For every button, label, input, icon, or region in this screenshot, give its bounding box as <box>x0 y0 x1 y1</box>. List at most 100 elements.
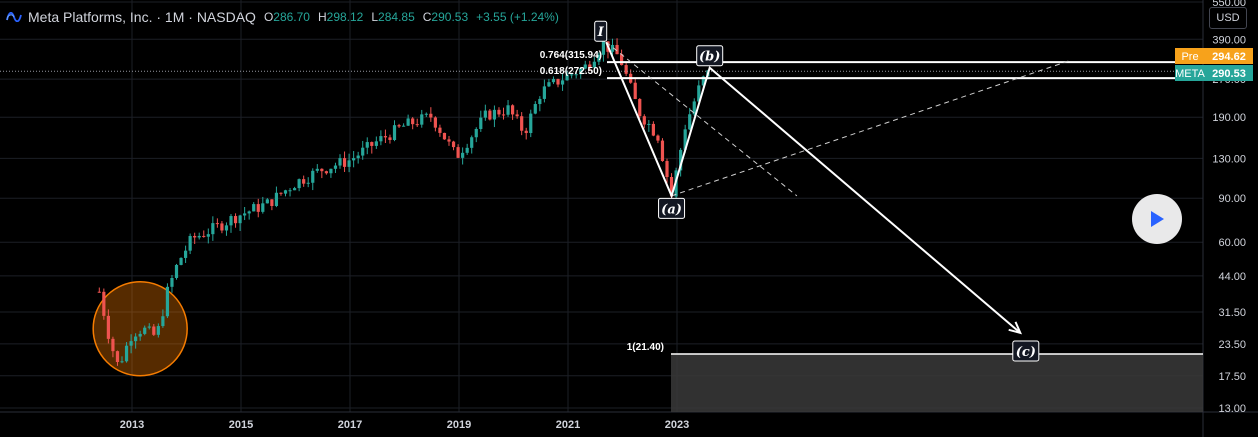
candle-body-14 <box>161 316 165 327</box>
candle-body-2 <box>106 315 110 339</box>
candle-body-41 <box>283 190 288 194</box>
candle-body-87 <box>492 109 497 120</box>
candle-body-51 <box>329 168 333 174</box>
currency-button[interactable]: USD <box>1209 7 1247 29</box>
y-tick-label-4: 130.00 <box>1212 153 1246 165</box>
y-tick-label-6: 60.00 <box>1218 237 1246 249</box>
candle-body-29 <box>229 216 233 226</box>
price-tag-label-1: META <box>1175 68 1205 80</box>
symbol-legend: Meta Platforms, Inc. · 1M · NASDAQ O286.… <box>6 9 559 25</box>
y-tick-label-8: 31.50 <box>1218 307 1246 319</box>
wave-label-box-1 <box>658 197 686 219</box>
candle-body-119 <box>638 98 642 117</box>
candle-body-120 <box>642 116 646 125</box>
candle-body-82 <box>470 137 474 148</box>
candle-body-108 <box>588 64 592 68</box>
candle-body-76 <box>442 132 447 140</box>
candle-body-6 <box>124 345 129 362</box>
candle-body-85 <box>483 110 487 118</box>
candle-body-73 <box>429 113 433 118</box>
candle-body-116 <box>624 65 628 74</box>
fib-label-0: 0.764(315.94) <box>540 50 602 61</box>
candle-body-49 <box>320 168 324 172</box>
candle-body-26 <box>215 223 219 225</box>
candle-body-35 <box>256 204 260 212</box>
candle-body-16 <box>170 277 174 287</box>
y-tick-label-5: 90.00 <box>1218 193 1246 205</box>
candle-body-19 <box>183 250 188 258</box>
y-tick-label-7: 44.00 <box>1218 271 1246 283</box>
candle-body-77 <box>447 139 451 142</box>
candle-body-22 <box>197 235 201 238</box>
candle-body-111 <box>601 41 606 55</box>
candle-body-98 <box>542 86 546 99</box>
candle-body-105 <box>574 74 578 76</box>
candle-body-110 <box>597 54 601 62</box>
candle-body-15 <box>165 286 170 317</box>
candle-body-83 <box>474 128 478 138</box>
candle-body-96 <box>533 104 537 114</box>
y-tick-label-11: 13.00 <box>1218 403 1246 415</box>
candle-body-18 <box>179 257 183 265</box>
candle-body-3 <box>111 338 115 352</box>
price-tag-label-bg-1 <box>1175 65 1205 81</box>
candle-body-100 <box>551 79 556 83</box>
price-tag-value-bg-1 <box>1205 65 1253 81</box>
candle-body-30 <box>233 216 238 224</box>
candle-body-53 <box>338 158 342 166</box>
candle-body-21 <box>193 235 197 238</box>
fib-label-2: 1(21.40) <box>627 342 664 353</box>
open-value: O286.70 <box>263 10 310 24</box>
candle-body-47 <box>311 170 315 183</box>
candle-body-61 <box>374 141 378 146</box>
x-tick-label-1: 2015 <box>229 419 253 431</box>
fib-label-1: 0.618(272.50) <box>540 66 602 77</box>
wave-projection-path <box>605 41 1021 334</box>
candle-body-94 <box>524 130 528 134</box>
candle-body-62 <box>379 136 383 142</box>
candle-body-133 <box>701 76 705 86</box>
price-tag-value-bg-0 <box>1205 48 1253 64</box>
candle-body-33 <box>247 211 251 214</box>
candle-body-132 <box>697 85 701 102</box>
wave-label-box-3 <box>1012 340 1040 362</box>
candle-body-71 <box>420 114 424 125</box>
candle-body-5 <box>120 361 124 363</box>
play-button[interactable] <box>1132 194 1182 244</box>
x-tick-label-4: 2021 <box>556 419 580 431</box>
candle-body-32 <box>243 213 247 216</box>
candle-body-70 <box>415 124 419 126</box>
candle-body-11 <box>147 326 151 328</box>
candle-body-99 <box>547 82 551 87</box>
candle-body-66 <box>397 125 401 127</box>
y-tick-label-0: 550.00 <box>1212 0 1246 9</box>
candle-body-89 <box>501 114 506 116</box>
candle-body-36 <box>261 203 265 212</box>
candle-body-27 <box>220 223 224 231</box>
candle-body-104 <box>570 74 574 76</box>
candle-body-80 <box>461 152 465 158</box>
candle-body-113 <box>610 44 615 52</box>
y-tick-label-10: 17.50 <box>1218 371 1246 383</box>
candle-body-48 <box>315 168 319 171</box>
candle-body-20 <box>188 235 192 251</box>
candle-body-97 <box>538 98 542 105</box>
candle-body-126 <box>669 177 674 197</box>
price-tag-label-0: Pre <box>1181 51 1198 63</box>
candle-body-121 <box>647 123 651 125</box>
candle-body-75 <box>438 127 442 133</box>
candle-body-45 <box>302 179 306 184</box>
symbol-title[interactable]: Meta Platforms, Inc. · 1M · NASDAQ <box>28 9 256 25</box>
candle-body-39 <box>274 192 279 207</box>
candle-body-86 <box>488 110 492 120</box>
candle-body-74 <box>433 117 437 128</box>
candle-body-50 <box>324 171 328 174</box>
candle-body-17 <box>174 264 179 278</box>
candle-body-69 <box>411 118 415 125</box>
candle-body-102 <box>560 80 565 85</box>
candle-body-114 <box>615 44 619 55</box>
candle-body-103 <box>565 74 569 81</box>
candle-body-25 <box>211 223 215 235</box>
